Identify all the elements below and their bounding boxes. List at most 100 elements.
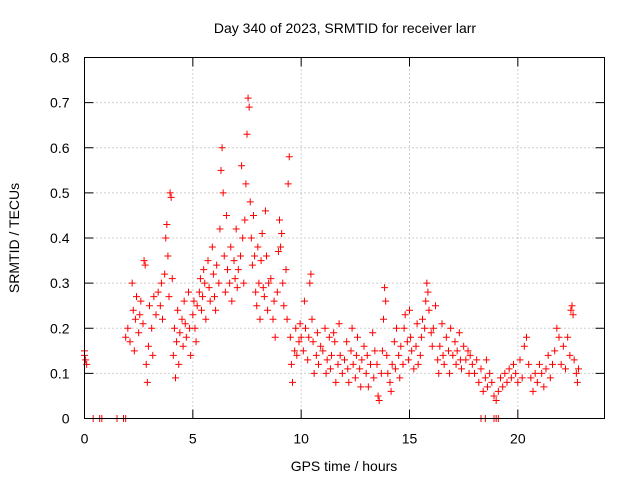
data-point (434, 356, 442, 364)
data-point (351, 374, 359, 382)
x-axis-label: GPS time / hours (291, 458, 398, 474)
data-point (449, 351, 457, 359)
data-point (349, 360, 357, 368)
data-point (257, 257, 265, 265)
data-point (130, 347, 138, 355)
data-point (144, 342, 152, 350)
data-point (300, 297, 308, 305)
data-point (137, 297, 145, 305)
data-point (553, 324, 561, 332)
data-point (270, 297, 278, 305)
data-point (143, 378, 151, 386)
data-point (503, 378, 511, 386)
data-point (387, 387, 395, 395)
data-point (185, 288, 192, 296)
data-point (263, 252, 270, 260)
data-point (227, 243, 235, 251)
data-point (507, 374, 515, 382)
chart-title: Day 340 of 2023, SRMTID for receiver lar… (214, 20, 477, 36)
data-point (360, 342, 368, 350)
data-point (317, 342, 325, 350)
data-point (414, 360, 422, 368)
data-point (206, 297, 214, 305)
data-point (204, 257, 212, 265)
data-point (250, 211, 257, 219)
data-point (505, 365, 513, 373)
data-point (396, 374, 404, 382)
data-point (181, 320, 189, 328)
data-point (148, 324, 156, 332)
data-point (285, 153, 293, 161)
data-point (247, 234, 255, 242)
data-point (490, 392, 498, 400)
data-point (312, 351, 320, 359)
data-point (133, 293, 140, 301)
data-point (244, 94, 252, 102)
data-point (175, 360, 183, 368)
data-point (407, 333, 415, 341)
data-point (338, 369, 346, 377)
data-point (221, 288, 229, 296)
data-point (202, 315, 210, 323)
data-point (260, 293, 268, 301)
data-point (307, 270, 315, 278)
data-point (546, 374, 554, 382)
data-point (428, 342, 436, 350)
data-point (198, 306, 205, 314)
data-point (242, 180, 250, 188)
data-point (423, 279, 431, 287)
data-point (412, 342, 420, 350)
data-point (265, 279, 273, 287)
data-point (297, 333, 305, 341)
data-point (566, 351, 574, 359)
data-point (283, 315, 291, 323)
data-point (292, 324, 300, 332)
y-tick-label: 0.6 (50, 140, 70, 156)
data-point (142, 360, 150, 368)
data-point (124, 324, 132, 332)
data-point (211, 293, 218, 301)
data-point (201, 279, 209, 287)
data-point (220, 252, 228, 260)
data-point (328, 351, 335, 359)
data-point (330, 329, 338, 337)
data-point (258, 229, 266, 237)
data-point (429, 324, 437, 332)
data-point (238, 162, 246, 170)
data-point (575, 365, 582, 373)
data-point (232, 225, 240, 233)
data-point (302, 324, 309, 332)
data-point (231, 275, 239, 283)
data-point (549, 360, 556, 368)
data-point (289, 378, 296, 386)
data-point (413, 320, 421, 328)
data-points (81, 94, 582, 422)
y-tick-label: 0.2 (50, 320, 70, 336)
data-point (182, 333, 190, 341)
data-point (136, 311, 144, 319)
data-point (326, 365, 334, 373)
data-point (525, 360, 533, 368)
data-point (140, 257, 148, 265)
data-point (167, 193, 175, 201)
data-point (245, 103, 253, 111)
data-point (234, 266, 242, 274)
data-point (178, 315, 186, 323)
data-point (226, 279, 234, 287)
data-point (219, 189, 227, 197)
data-point (239, 234, 247, 242)
data-point (246, 198, 254, 206)
data-point (169, 351, 177, 359)
data-point (284, 180, 292, 188)
data-point (356, 365, 364, 373)
data-point (278, 229, 286, 237)
data-point (190, 297, 198, 305)
data-point (331, 338, 339, 346)
data-point (499, 383, 507, 391)
data-point (282, 266, 290, 274)
data-point (352, 351, 360, 359)
data-point (381, 284, 389, 292)
data-point (276, 216, 283, 224)
data-point (251, 252, 259, 260)
y-tick-label: 0.7 (50, 95, 70, 111)
